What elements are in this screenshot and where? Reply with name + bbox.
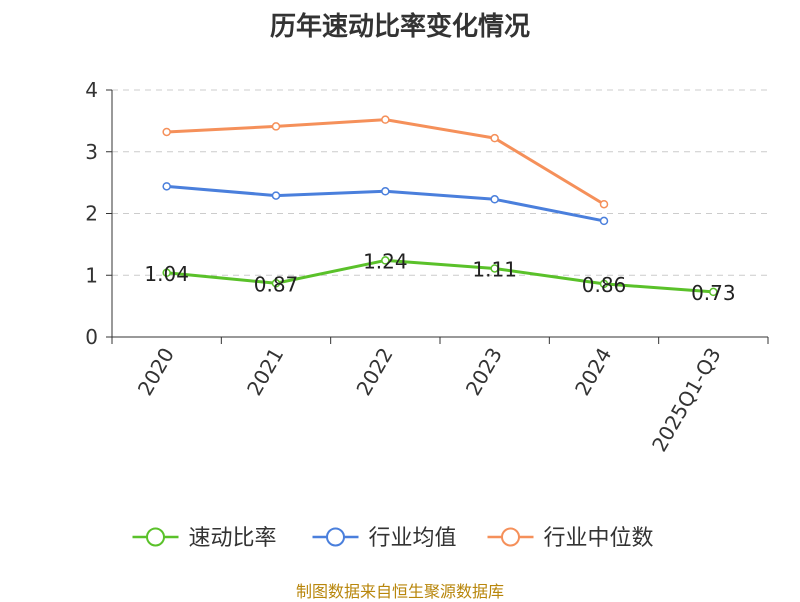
data-point <box>271 191 281 200</box>
data-point <box>271 279 281 288</box>
data-point <box>162 127 171 137</box>
legend: 速动比率 行业均值 行业中位数 <box>132 526 654 551</box>
series-lines <box>162 115 718 297</box>
legend-item-2: 行业均值 <box>312 526 457 551</box>
legend-label: 行业中位数 <box>544 526 654 551</box>
y-tick-label: 1 <box>85 263 98 287</box>
data-point <box>162 268 171 278</box>
data-point <box>490 133 499 143</box>
x-tick-label: 2024 <box>570 344 616 400</box>
x-tick-label: 2020 <box>133 344 179 400</box>
x-tick-label: 2023 <box>461 343 507 399</box>
data-label: 1.04 <box>144 262 189 286</box>
y-tick-label: 3 <box>85 140 98 164</box>
legend-item-3: 行业中位数 <box>487 526 654 551</box>
legend-marker-icon <box>501 527 520 547</box>
legend-item-1: 速动比率 <box>132 526 277 551</box>
data-point <box>490 195 499 204</box>
grid-lines <box>112 89 768 276</box>
data-labels: 1.04 0.87 1.24 1.11 0.86 0.73 <box>144 249 735 304</box>
data-point <box>381 256 390 265</box>
x-tick-label: 2021 <box>242 344 288 400</box>
data-point <box>381 115 390 124</box>
data-label: 0.73 <box>691 281 736 305</box>
legend-marker-icon <box>146 527 165 547</box>
x-tick-label: 2022 <box>351 344 397 400</box>
legend-marker-icon <box>326 527 345 547</box>
y-tick-label: 0 <box>85 325 98 349</box>
data-point <box>381 187 390 196</box>
legend-label: 行业均值 <box>369 526 457 551</box>
legend-label: 速动比率 <box>189 526 277 551</box>
source-note: 制图数据来自恒生聚源数据库 <box>295 582 504 601</box>
y-tick-label: 4 <box>85 78 98 102</box>
data-label: 1.11 <box>472 257 517 281</box>
chart-title: 历年速动比率变化情况 <box>269 12 530 42</box>
data-point <box>709 287 718 297</box>
data-point <box>599 199 609 209</box>
x-tick-label: 2025Q1-Q3 <box>647 344 726 456</box>
data-label: 0.86 <box>582 273 627 297</box>
data-point <box>599 279 609 289</box>
data-point <box>599 216 609 226</box>
data-point <box>490 264 499 273</box>
data-label: 1.24 <box>363 249 408 273</box>
data-label: 0.87 <box>254 272 299 296</box>
data-point <box>162 182 171 191</box>
data-point <box>271 122 281 131</box>
y-tick-label: 2 <box>85 202 98 226</box>
series-line-1 <box>166 258 714 294</box>
